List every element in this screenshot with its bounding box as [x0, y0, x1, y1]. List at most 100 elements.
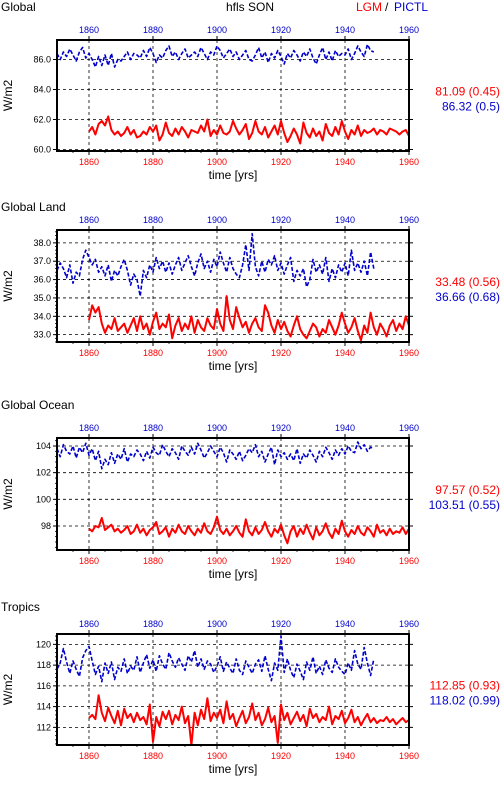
- panel-title-global-header: Global: [1, 0, 36, 14]
- series-line-pictl: [56, 441, 375, 470]
- y-tick-label: 116: [37, 681, 51, 691]
- y-tick-label: 114: [37, 702, 51, 712]
- x-tick-label: 1940: [335, 556, 355, 566]
- x-tick-label: 1960: [399, 751, 419, 761]
- top-x-tick-label: 1940: [335, 619, 355, 629]
- series-line-pictl: [56, 232, 375, 297]
- y-axis-label: W/m2: [1, 478, 15, 510]
- top-x-tick-label: 1900: [207, 215, 227, 225]
- y-axis-label: W/m2: [1, 674, 15, 706]
- top-x-tick-label: 1960: [399, 25, 419, 35]
- x-tick-label: 1860: [79, 348, 99, 358]
- x-tick-label: 1920: [271, 348, 291, 358]
- x-tick-label: 1900: [207, 556, 227, 566]
- chart-panel-3: Global Ocean 98 100 102 104 1860 1880 1900 1920 1…: [1, 398, 500, 581]
- x-axis-label: time [yrs]: [209, 359, 258, 373]
- x-tick-label: 1880: [143, 751, 163, 761]
- series-line-pictl: [56, 635, 375, 683]
- chart-panel-2: Global Land 33.0 34.0 35.0 36.0 37.0 38.0 1860 1…: [1, 200, 500, 373]
- top-x-tick-label: 1900: [207, 25, 227, 35]
- y-tick-label: 33.0: [33, 330, 51, 340]
- top-x-tick-label: 1920: [271, 215, 291, 225]
- top-x-tick-label: 1960: [399, 619, 419, 629]
- series-line-lgm: [88, 515, 410, 545]
- top-x-tick-label: 1960: [399, 215, 419, 225]
- x-tick-label: 1880: [143, 348, 163, 358]
- x-tick-label: 1940: [335, 751, 355, 761]
- x-tick-label: 1880: [143, 157, 163, 167]
- y-tick-label: 35.0: [33, 293, 51, 303]
- top-x-tick-label: 1860: [79, 25, 99, 35]
- x-axis-label: time [yrs]: [209, 762, 258, 776]
- x-tick-label: 1920: [271, 556, 291, 566]
- top-x-tick-label: 1860: [79, 619, 99, 629]
- x-tick-label: 1900: [207, 751, 227, 761]
- y-axis-label: W/m2: [1, 270, 15, 302]
- x-tick-label: 1860: [79, 556, 99, 566]
- y-tick-label: 60.0: [33, 145, 51, 155]
- panel-title: Global Land: [1, 200, 66, 214]
- stat-pictl: 103.51 (0.55): [429, 498, 500, 512]
- top-x-tick-label: 1940: [335, 215, 355, 225]
- top-x-tick-label: 1960: [399, 423, 419, 433]
- legend-pictl: PICTL: [394, 0, 428, 14]
- y-tick-label: 86.0: [33, 55, 51, 65]
- y-tick-label: 102: [36, 468, 51, 478]
- stat-lgm: 33.48 (0.56): [435, 275, 500, 289]
- stat-lgm: 112.85 (0.93): [430, 679, 501, 693]
- panel-title: Global Ocean: [1, 398, 74, 412]
- chart-variable-title: hfls SON: [226, 0, 274, 14]
- y-tick-label: 36.0: [33, 275, 51, 285]
- plot-frame: [56, 633, 410, 746]
- y-tick-label: 84.0: [33, 85, 51, 95]
- x-tick-label: 1860: [79, 157, 99, 167]
- y-tick-label: 112: [37, 722, 51, 732]
- legend-lgm: LGM: [356, 0, 382, 14]
- y-tick-label: 100: [36, 494, 51, 504]
- stat-pictl: 86.32 (0.5): [442, 100, 500, 114]
- top-x-tick-label: 1860: [79, 215, 99, 225]
- x-tick-label: 1940: [335, 157, 355, 167]
- y-tick-label: 37.0: [33, 256, 51, 266]
- y-tick-label: 98: [41, 521, 51, 531]
- stat-pictl: 118.02 (0.99): [430, 694, 501, 708]
- stat-pictl: 36.66 (0.68): [435, 290, 500, 304]
- top-x-tick-label: 1860: [79, 423, 99, 433]
- y-axis-label: W/m2: [1, 80, 15, 112]
- y-tick-label: 62.0: [33, 115, 51, 125]
- top-x-tick-label: 1900: [207, 423, 227, 433]
- series-line-lgm: [88, 295, 410, 342]
- y-tick-label: 34.0: [33, 311, 51, 321]
- top-x-tick-label: 1940: [335, 25, 355, 35]
- panel-title: Tropics: [1, 600, 40, 614]
- legend-separator: /: [385, 0, 389, 14]
- x-tick-label: 1960: [399, 157, 419, 167]
- top-x-tick-label: 1880: [143, 215, 163, 225]
- x-tick-label: 1860: [79, 751, 99, 761]
- x-tick-label: 1880: [143, 556, 163, 566]
- y-tick-label: 118: [37, 660, 51, 670]
- top-x-tick-label: 1920: [271, 25, 291, 35]
- y-tick-label: 104: [36, 441, 51, 451]
- chart-panel-4: Tropics 112 114 116 118 120 1860 1880 1900 1920 19…: [1, 600, 500, 776]
- top-x-tick-label: 1880: [143, 619, 163, 629]
- x-tick-label: 1960: [399, 556, 419, 566]
- x-tick-label: 1900: [207, 157, 227, 167]
- x-axis-label: time [yrs]: [209, 168, 258, 182]
- x-tick-label: 1960: [399, 348, 419, 358]
- chart-panel-1: 60.0 62.0 84.0 86.0 1860 1880 1900 1920 1940 1960…: [1, 25, 500, 182]
- y-tick-label: 38.0: [33, 238, 51, 248]
- stat-lgm: 81.09 (0.45): [435, 85, 500, 99]
- top-x-tick-label: 1940: [335, 423, 355, 433]
- top-x-tick-label: 1920: [271, 619, 291, 629]
- top-x-tick-label: 1920: [271, 423, 291, 433]
- series-line-lgm: [88, 694, 410, 746]
- top-x-tick-label: 1900: [207, 619, 227, 629]
- series-line-pictl: [56, 43, 375, 68]
- top-x-tick-label: 1880: [143, 25, 163, 35]
- x-tick-label: 1920: [271, 157, 291, 167]
- y-tick-label: 120: [36, 639, 51, 649]
- x-tick-label: 1920: [271, 751, 291, 761]
- x-axis-label: time [yrs]: [209, 567, 258, 581]
